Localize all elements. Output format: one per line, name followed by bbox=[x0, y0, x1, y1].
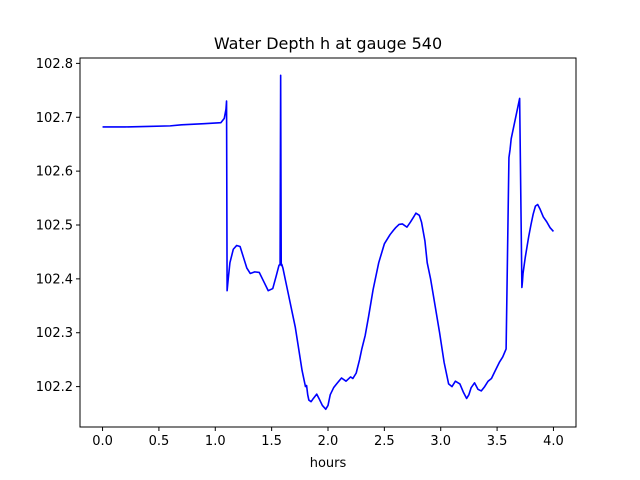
y-tick-label: 102.7 bbox=[36, 111, 73, 126]
series-line-0 bbox=[102, 74, 555, 411]
x-tick-label: 1.5 bbox=[261, 434, 282, 449]
y-tick-label: 102.2 bbox=[36, 380, 73, 395]
x-tick-label: 0.0 bbox=[92, 434, 113, 449]
x-axis-label: hours bbox=[310, 456, 347, 471]
y-tick-label: 102.3 bbox=[36, 326, 73, 341]
x-tick-label: 2.5 bbox=[374, 434, 395, 449]
x-tick-label: 3.0 bbox=[430, 434, 451, 449]
x-axis: 0.0 0.5 1.0 1.5 2.0 2.5 3.0 3.5 4.0 bbox=[92, 427, 564, 449]
series-layer bbox=[102, 74, 555, 411]
x-tick-label: 2.0 bbox=[318, 434, 339, 449]
x-tick-label: 1.0 bbox=[205, 434, 226, 449]
y-tick-label: 102.5 bbox=[36, 218, 73, 233]
chart-title: Water Depth h at gauge 540 bbox=[214, 34, 442, 53]
y-axis: 102.2 102.3 102.4 102.5 102.6 102.7 102.8 bbox=[36, 57, 80, 395]
x-tick-label: 4.0 bbox=[543, 434, 564, 449]
y-tick-label: 102.6 bbox=[36, 165, 73, 180]
y-tick-label: 102.8 bbox=[36, 57, 73, 72]
x-tick-label: 3.5 bbox=[487, 434, 508, 449]
y-tick-label: 102.4 bbox=[36, 272, 73, 287]
x-tick-label: 0.5 bbox=[149, 434, 170, 449]
